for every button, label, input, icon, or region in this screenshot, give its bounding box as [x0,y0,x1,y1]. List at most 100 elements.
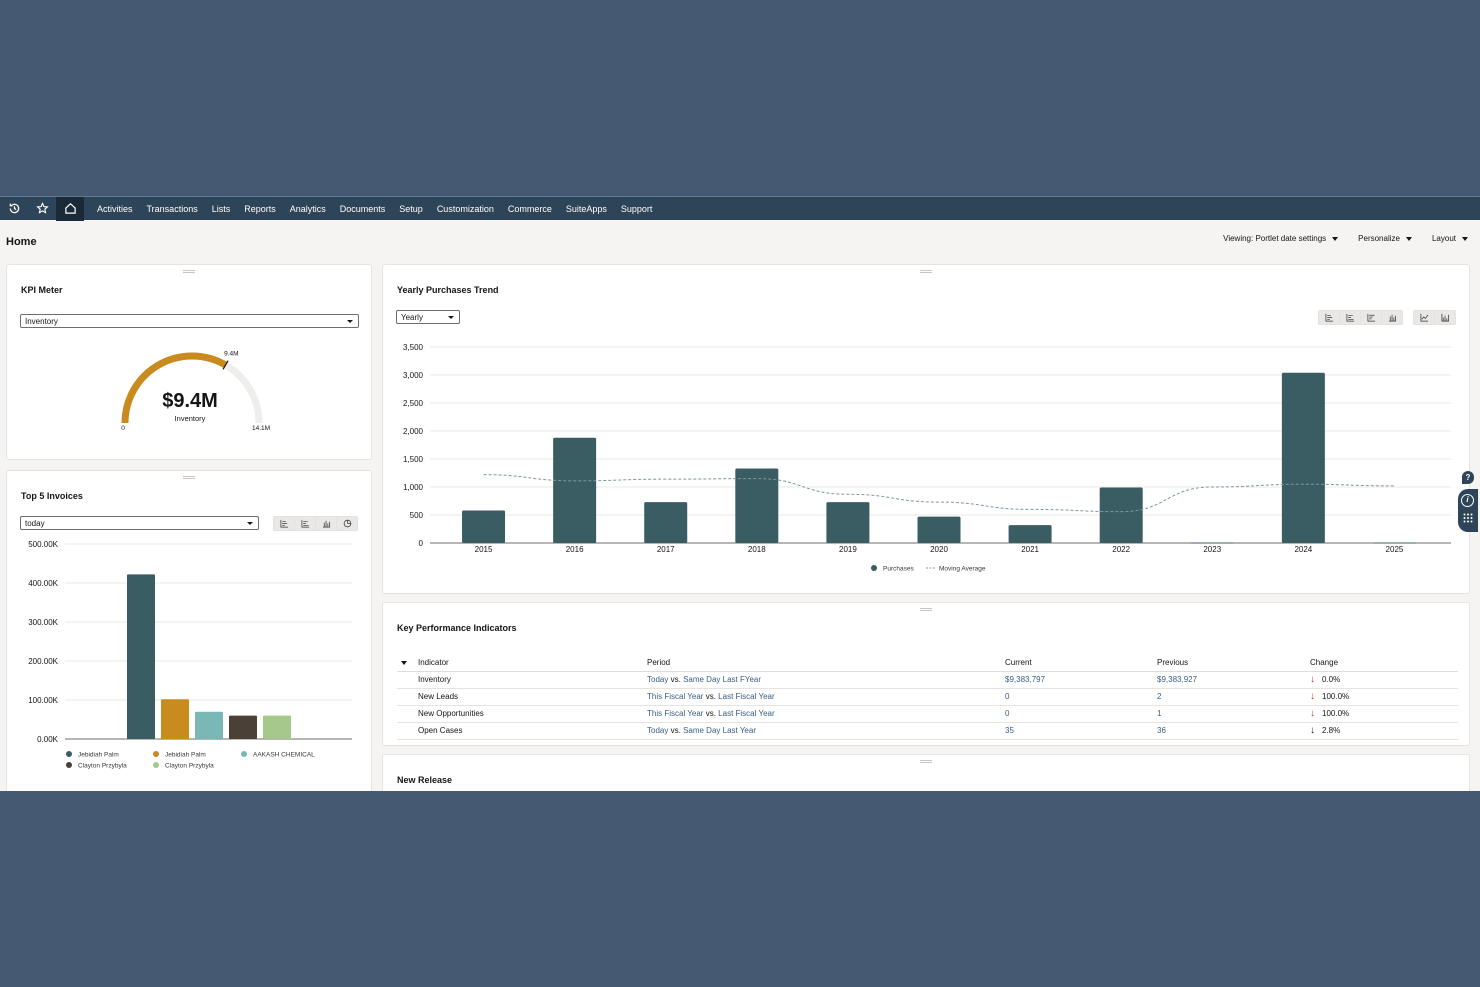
stacked-bar-chart-button[interactable] [1319,311,1339,324]
kpi-previous[interactable]: $9,383,927 [1157,671,1310,689]
personalize-dropdown[interactable]: Personalize [1358,234,1412,243]
stacked-bar-chart-button[interactable] [274,517,294,530]
x-tick-label: 2023 [1203,545,1221,554]
change-value: 100.0% [1322,709,1350,718]
nav-reports[interactable]: Reports [244,203,276,214]
period-select[interactable]: Yearly [396,310,460,324]
kpi-current[interactable]: 35 [1005,722,1157,740]
kpi-meter-select[interactable]: Inventory [20,314,359,328]
home-icon[interactable] [56,196,84,221]
drag-handle[interactable] [183,476,195,479]
previous-value[interactable]: 1 [1157,709,1162,718]
recent-icon[interactable] [0,197,28,221]
kpi-change: ↓ 100.0% [1310,688,1458,706]
purchase-bar [1008,525,1052,543]
kpi-period: Today vs. Same Day Last Year [647,722,1005,740]
drag-handle[interactable] [183,270,195,273]
nav-activities[interactable]: Activities [97,203,133,214]
line-chart-button[interactable] [1414,311,1434,324]
nav-commerce[interactable]: Commerce [507,203,552,214]
top-invoices-portlet: Top 5 Invoices today 500.00K 400.00K 300.0… [6,470,372,791]
yearly-trend-portlet: Yearly Purchases Trend Yearly 3,500 3,000… [382,264,1470,594]
page-controls: Viewing: Portlet date settings Personali… [1223,234,1468,243]
previous-value[interactable]: $9,383,927 [1157,675,1198,684]
x-tick-label: 2016 [566,545,584,554]
invoices-chart: 500.00K 400.00K 300.00K 200.00K 100.00K 0.00K… [28,540,352,770]
period-link[interactable]: Today [647,726,669,735]
col-period[interactable]: Period [647,655,1005,672]
y-tick-label: 3,500 [403,343,424,352]
vertical-bar-chart-button[interactable] [1382,311,1402,324]
select-value: today [25,518,45,528]
change-value: 100.0% [1322,692,1350,701]
info-icon[interactable]: i [1461,494,1474,507]
previous-value[interactable]: 2 [1157,692,1162,701]
moving-average-line [483,474,1395,513]
legend-swatch [66,751,72,757]
nav-support[interactable]: Support [620,203,653,214]
kpi-previous[interactable]: 1 [1157,705,1310,723]
bar-left-chart-button[interactable] [1361,311,1381,324]
compare-period-link[interactable]: Last Fiscal Year [718,709,775,718]
nav-suiteapps[interactable]: SuiteApps [565,203,607,214]
legend-label: Purchases [883,566,914,573]
pie-chart-icon [343,519,351,528]
current-value[interactable]: 0 [1005,692,1010,701]
invoices-date-select[interactable]: today [20,516,259,530]
kpi-current[interactable]: 0 [1005,705,1157,723]
previous-value[interactable]: 36 [1157,726,1166,735]
nav-customization[interactable]: Customization [436,203,494,214]
col-indicator[interactable]: Indicator [418,655,647,672]
col-change[interactable]: Change [1310,655,1458,672]
period-link[interactable]: This Fiscal Year [647,709,704,718]
horizontal-bar-chart-button[interactable] [1340,311,1360,324]
drag-handle[interactable] [920,760,932,763]
apps-grid-icon[interactable] [1463,513,1473,523]
compare-period-link[interactable]: Same Day Last Year [683,726,756,735]
nav-transactions[interactable]: Transactions [146,203,198,214]
drag-handle[interactable] [920,270,932,273]
x-tick-label: 2018 [748,545,766,554]
kpi-current[interactable]: 0 [1005,688,1157,706]
app-window: Activities Transactions Lists Reports An… [0,196,1480,791]
nav-analytics[interactable]: Analytics [289,203,326,214]
viewing-dropdown[interactable]: Viewing: Portlet date settings [1223,234,1339,243]
collapse-toggle[interactable] [397,655,418,672]
purchase-bar [1281,372,1325,543]
chart-type-toolbar [1318,310,1403,325]
legend-swatch [153,762,159,768]
legend-label: Jebidiah Palm [78,752,119,759]
kpi-current[interactable]: $9,383,797 [1005,671,1157,689]
current-value[interactable]: 35 [1005,726,1014,735]
vertical-bar-chart-button[interactable] [316,517,336,530]
current-value[interactable]: 0 [1005,709,1010,718]
current-value[interactable]: $9,383,797 [1005,675,1046,684]
invoice-bar [263,715,291,739]
kpi-header-row: Indicator Period Current Previous Change [397,655,1458,672]
x-tick-label: 2015 [475,545,493,554]
compare-period-link[interactable]: Same Day Last FYear [683,675,762,684]
nav-setup[interactable]: Setup [399,203,423,214]
compare-period-link[interactable]: Last Fiscal Year [718,692,775,701]
layout-dropdown[interactable]: Layout [1432,234,1468,243]
nav-documents[interactable]: Documents [339,203,386,214]
col-current[interactable]: Current [1005,655,1157,672]
area-chart-button[interactable] [1435,311,1455,324]
portlet-title: KPI Meter [21,285,63,295]
period-link[interactable]: Today [647,675,669,684]
pie-chart-button[interactable] [337,517,357,530]
kpi-previous[interactable]: 36 [1157,722,1310,740]
drag-handle[interactable] [920,608,932,611]
nav-lists[interactable]: Lists [211,203,231,214]
col-previous[interactable]: Previous [1157,655,1310,672]
star-icon[interactable] [28,197,56,221]
period-vs: vs. [670,675,681,684]
arrow-down-icon: ↓ [1310,674,1315,685]
help-icon[interactable]: ? [1462,471,1474,484]
horizontal-bar-chart-button[interactable] [295,517,315,530]
kpi-previous[interactable]: 2 [1157,688,1310,706]
period-link[interactable]: This Fiscal Year [647,692,704,701]
purchase-bar [917,516,961,543]
purchase-bar [644,502,688,543]
legend-label: Clayton Przybyla [165,763,214,770]
